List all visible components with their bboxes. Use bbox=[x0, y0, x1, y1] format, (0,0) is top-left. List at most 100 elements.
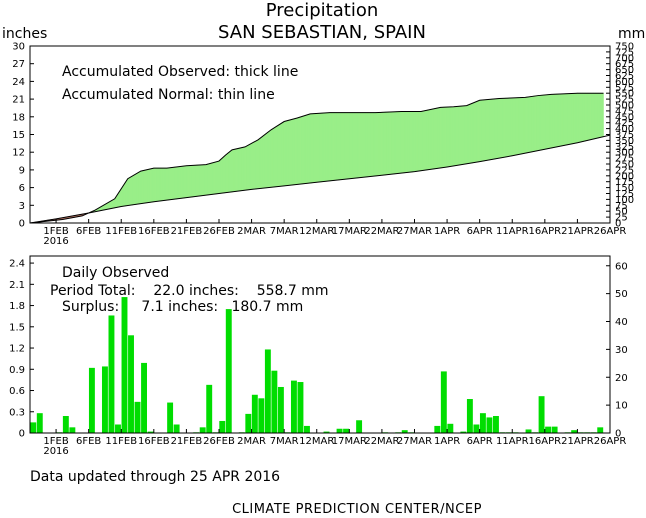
legend-normal: Accumulated Normal: thin line bbox=[62, 87, 275, 103]
surplus-label: Surplus: 7.1 inches: 180.7 mm bbox=[62, 299, 303, 315]
bottom-x-tick-label: 6APR bbox=[467, 436, 493, 447]
daily-bar bbox=[62, 416, 69, 433]
surplus-deficit-fill bbox=[601, 92, 604, 138]
bottom-x-tick-label: 6FEB bbox=[76, 436, 101, 447]
daily-bar bbox=[219, 420, 226, 433]
top-x-tick-label: 27MAR bbox=[397, 226, 432, 237]
daily-bar bbox=[101, 366, 108, 433]
daily-bar bbox=[36, 413, 43, 433]
bottom-x-tick-label: 21FEB bbox=[171, 436, 203, 447]
bottom-x-year-label: 2016 bbox=[43, 446, 68, 457]
top-right-y-tick-label: 350 bbox=[615, 136, 634, 147]
top-left-y-tick-label: 24 bbox=[12, 77, 25, 88]
daily-bar bbox=[323, 431, 330, 433]
daily-bar bbox=[525, 429, 532, 433]
top-left-y-tick-label: 21 bbox=[12, 95, 25, 106]
bottom-x-tick-label: 26FEB bbox=[203, 436, 235, 447]
daily-bar bbox=[440, 371, 447, 433]
daily-observed-label: Daily Observed bbox=[62, 265, 169, 281]
daily-bar bbox=[141, 362, 148, 433]
top-x-tick-label: 6APR bbox=[467, 226, 493, 237]
top-right-y-tick-label: 75 bbox=[615, 201, 628, 212]
top-x-tick-label: 26FEB bbox=[203, 226, 235, 237]
top-right-y-tick-label: 525 bbox=[615, 95, 634, 106]
daily-bar bbox=[199, 427, 206, 433]
credit-label: CLIMATE PREDICTION CENTER/NCEP bbox=[232, 502, 482, 517]
bottom-x-tick-label: 17MAR bbox=[332, 436, 367, 447]
top-right-y-tick-label: 450 bbox=[615, 112, 634, 123]
daily-bar bbox=[297, 382, 304, 433]
daily-bar bbox=[245, 413, 252, 433]
top-right-y-tick-label: 600 bbox=[615, 77, 634, 88]
daily-bar bbox=[401, 430, 408, 433]
top-x-tick-label: 17MAR bbox=[332, 226, 367, 237]
daily-bar bbox=[173, 424, 180, 433]
daily-bar bbox=[336, 428, 343, 433]
top-right-y-tick-label: 300 bbox=[615, 148, 634, 159]
top-right-y-tick-label: 100 bbox=[615, 195, 634, 206]
top-x-tick-label: 7MAR bbox=[270, 226, 299, 237]
top-right-y-tick-label: 275 bbox=[615, 154, 634, 165]
top-right-y-tick-label: 50 bbox=[615, 207, 628, 218]
bottom-right-y-tick-label: 0 bbox=[615, 429, 621, 440]
bottom-right-y-tick-label: 10 bbox=[615, 401, 628, 412]
daily-bar bbox=[167, 402, 174, 433]
bottom-left-y-tick-label: 0 bbox=[19, 429, 25, 440]
top-right-y-tick-label: 125 bbox=[615, 189, 634, 200]
daily-panel: 0 0.3 0.6 0.9 1.2 1.5 1.8 2.1 2.4 0 10 20 30 40 50 60 1… bbox=[9, 255, 628, 457]
chart-title: Precipitation bbox=[266, 0, 379, 21]
bottom-left-y-tick-label: 1.8 bbox=[9, 301, 25, 312]
daily-bar bbox=[290, 380, 297, 433]
top-left-y-tick-label: 27 bbox=[12, 59, 25, 70]
top-x-tick-label: 21APR bbox=[561, 226, 594, 237]
daily-bar bbox=[271, 370, 278, 433]
bottom-left-y-tick-label: 0.3 bbox=[9, 407, 25, 418]
bottom-x-tick-label: 16APR bbox=[529, 436, 562, 447]
daily-bar bbox=[486, 417, 493, 433]
top-right-y-tick-label: 0 bbox=[615, 219, 621, 230]
top-right-y-tick-label: 475 bbox=[615, 106, 634, 117]
bottom-right-y-tick-label: 60 bbox=[615, 261, 628, 272]
daily-bar bbox=[447, 423, 454, 433]
top-right-y-tick-label: 700 bbox=[615, 53, 634, 64]
bottom-right-y-tick-label: 20 bbox=[615, 373, 628, 384]
top-x-tick-label: 22MAR bbox=[364, 226, 399, 237]
top-right-y-tick-label: 200 bbox=[615, 171, 634, 182]
daily-bar bbox=[473, 424, 480, 433]
left-unit-label: inches bbox=[2, 26, 47, 42]
top-left-y-tick-label: 3 bbox=[19, 201, 25, 212]
daily-bar bbox=[264, 349, 271, 433]
bottom-x-tick-label: 1FEB bbox=[43, 436, 68, 447]
daily-bar bbox=[479, 413, 486, 433]
top-right-y-tick-label: 500 bbox=[615, 101, 634, 112]
top-x-tick-label: 16FEB bbox=[138, 226, 170, 237]
top-right-y-tick-label: 425 bbox=[615, 118, 634, 129]
daily-bar bbox=[460, 431, 467, 433]
top-x-tick-label: 1APR bbox=[434, 226, 460, 237]
top-left-y-tick-label: 15 bbox=[12, 130, 25, 141]
daily-bar bbox=[69, 427, 76, 433]
daily-bar bbox=[551, 426, 558, 433]
bottom-left-y-tick-label: 0.6 bbox=[9, 386, 25, 397]
bottom-plot-frame bbox=[29, 255, 611, 434]
top-left-y-tick-label: 9 bbox=[19, 165, 25, 176]
daily-bar bbox=[492, 416, 499, 433]
daily-bar bbox=[356, 420, 363, 433]
top-x-tick-label: 21FEB bbox=[171, 226, 203, 237]
bottom-right-y-tick-label: 40 bbox=[615, 317, 628, 328]
top-right-y-tick-label: 175 bbox=[615, 177, 634, 188]
daily-bar bbox=[571, 430, 578, 433]
top-right-y-tick-label: 325 bbox=[615, 142, 634, 153]
top-x-tick-label: 11APR bbox=[496, 226, 529, 237]
daily-bar bbox=[128, 335, 134, 433]
bottom-right-y-tick-label: 50 bbox=[615, 289, 628, 300]
daily-bar bbox=[466, 399, 473, 433]
daily-bar bbox=[88, 367, 95, 433]
top-right-y-tick-label: 625 bbox=[615, 71, 634, 82]
top-x-tick-label: 12MAR bbox=[299, 226, 334, 237]
daily-bar bbox=[343, 428, 350, 433]
top-right-y-tick-label: 400 bbox=[615, 124, 634, 135]
daily-bar bbox=[277, 386, 284, 433]
top-left-y-tick-label: 6 bbox=[19, 183, 25, 194]
